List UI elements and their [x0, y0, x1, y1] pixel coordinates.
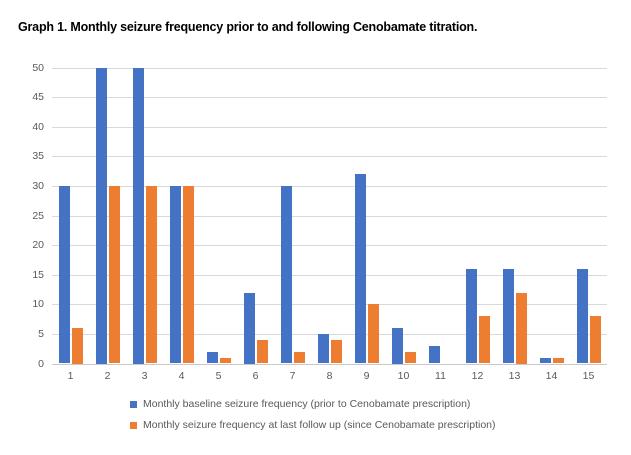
y-axis-tick-label: 5 [38, 328, 44, 340]
bar-series2-cat3 [146, 185, 157, 364]
chart-title: Graph 1. Monthly seizure frequency prior… [18, 20, 478, 34]
bar-series1-cat4 [170, 185, 181, 364]
bar-series2-cat12 [479, 316, 490, 364]
bar-series2-cat15 [590, 316, 601, 364]
x-axis-tick-label: 1 [67, 369, 74, 382]
gridline [52, 127, 607, 128]
bar-series2-cat6 [257, 339, 268, 364]
y-axis-tick-label: 40 [32, 121, 44, 133]
x-axis-tick-label: 2 [104, 369, 111, 382]
gridline [52, 156, 607, 157]
bar-series1-cat12 [466, 268, 477, 364]
gridline [52, 186, 607, 187]
bar-series2-cat14 [553, 357, 564, 364]
x-axis-tick-label: 11 [435, 369, 446, 382]
x-axis-tick-label: 15 [582, 369, 595, 382]
x-axis-tick-label: 6 [252, 369, 259, 382]
x-axis-tick-label: 5 [215, 369, 222, 382]
x-axis-tick-label: 8 [326, 369, 333, 382]
bar-series2-cat4 [183, 185, 194, 364]
gridline [52, 304, 607, 305]
legend-item-series2: Monthly seizure frequency at last follow… [130, 419, 496, 431]
bar-series2-cat1 [72, 328, 83, 364]
y-axis-tick-label: 30 [32, 180, 44, 192]
bar-series2-cat5 [220, 357, 231, 364]
x-axis-tick-label: 10 [397, 369, 410, 382]
bar-series1-cat3 [133, 67, 144, 364]
legend-color-swatch-icon [130, 400, 137, 408]
x-axis-tick-label: 7 [289, 369, 296, 382]
x-axis-tick-label: 13 [508, 369, 521, 382]
bar-series1-cat1 [59, 185, 70, 364]
x-axis-tick-label: 3 [141, 369, 148, 382]
bar-series2-cat2 [109, 185, 120, 364]
legend-color-swatch-icon [130, 421, 137, 429]
gridline [52, 68, 607, 69]
bar-series2-cat9 [368, 304, 379, 364]
bar-series1-cat8 [318, 333, 329, 364]
x-axis-tick-label: 4 [178, 369, 185, 382]
bar-series1-cat10 [392, 328, 403, 364]
y-axis-tick-label: 25 [32, 210, 44, 222]
legend-item-series1: Monthly baseline seizure frequency (prio… [130, 398, 496, 410]
gridline [52, 275, 607, 276]
bar-series1-cat11 [429, 345, 440, 364]
gridline [52, 245, 607, 246]
x-axis-tick-label: 9 [363, 369, 370, 382]
bar-series1-cat15 [577, 268, 588, 364]
bar-series2-cat8 [331, 339, 342, 364]
y-axis-tick-label: 0 [38, 358, 44, 370]
x-axis-tick-label: 14 [545, 369, 558, 382]
bar-series1-cat7 [281, 185, 292, 364]
bar-series1-cat14 [540, 357, 551, 364]
bar-series1-cat2 [96, 67, 107, 364]
y-axis-tick-label: 20 [32, 239, 44, 251]
gridline [52, 334, 607, 335]
y-axis-tick-label: 45 [32, 91, 44, 103]
bar-series2-cat10 [405, 351, 416, 364]
legend-label: Monthly baseline seizure frequency (prio… [143, 398, 471, 410]
bar-series1-cat5 [207, 351, 218, 364]
bar-series1-cat6 [244, 292, 255, 364]
gridline [52, 216, 607, 217]
x-axis-line [52, 364, 607, 365]
bar-series1-cat13 [503, 268, 514, 364]
y-axis-tick-label: 15 [32, 269, 44, 281]
bar-series1-cat9 [355, 174, 366, 364]
legend-label: Monthly seizure frequency at last follow… [143, 419, 496, 431]
bar-series2-cat13 [516, 292, 527, 364]
legend: Monthly baseline seizure frequency (prio… [130, 398, 496, 431]
y-axis-tick-label: 35 [32, 150, 44, 162]
x-axis-tick-label: 12 [471, 369, 484, 382]
gridline [52, 97, 607, 98]
y-axis-tick-label: 50 [32, 62, 44, 74]
bar-series2-cat7 [294, 351, 305, 364]
y-axis-tick-label: 10 [32, 298, 44, 310]
